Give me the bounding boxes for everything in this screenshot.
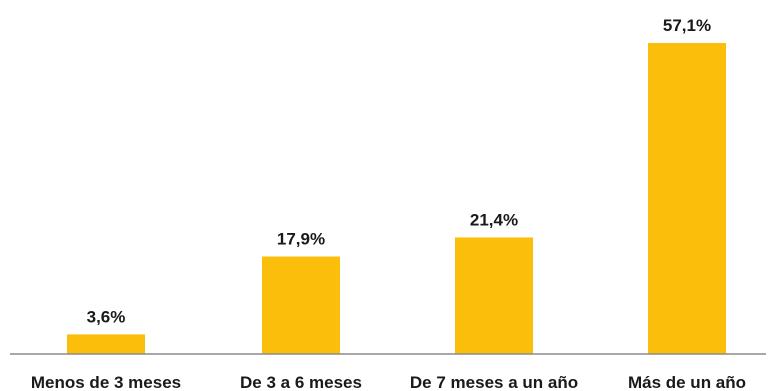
category-label-1: Menos de 3 meses <box>31 373 181 391</box>
bar-1 <box>67 334 145 354</box>
value-label-3: 21,4% <box>470 210 518 229</box>
category-label-4: Más de un año <box>628 373 746 391</box>
category-label-3: De 7 meses a un año <box>410 373 578 391</box>
category-label-2: De 3 a 6 meses <box>240 373 362 391</box>
bar-3 <box>455 237 533 354</box>
bar-2 <box>262 256 340 354</box>
value-label-1: 3,6% <box>87 307 126 326</box>
value-label-2: 17,9% <box>277 230 325 249</box>
value-label-4: 57,1% <box>663 16 711 35</box>
bar-4 <box>648 43 726 354</box>
value-labels-group: 3,6% 17,9% 21,4% 57,1% <box>87 16 711 326</box>
category-labels-group: Menos de 3 meses De 3 a 6 meses De 7 meses… <box>31 373 746 391</box>
bars-group <box>67 43 726 354</box>
